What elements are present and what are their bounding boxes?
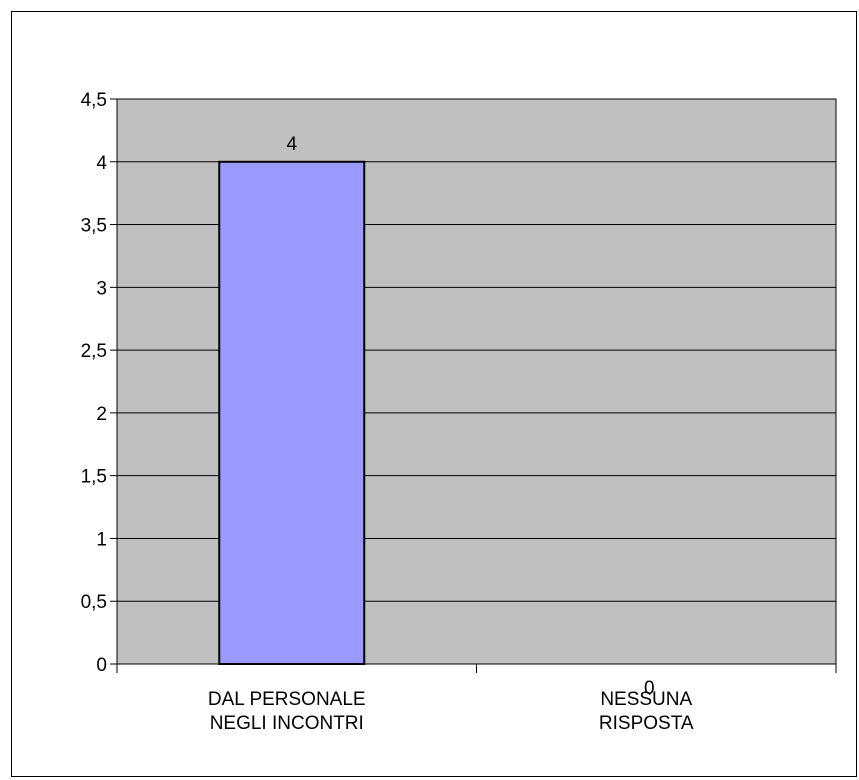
y-axis-ticks: 0 0,5 1 1,5 2 2,5 3 3,5 4 4,5 bbox=[81, 90, 117, 676]
x-category-label-line: NESSUNA bbox=[600, 689, 692, 710]
y-tick-label: 0 bbox=[96, 655, 107, 676]
y-tick-label: 0,5 bbox=[81, 592, 107, 613]
y-tick-label: 3,5 bbox=[81, 216, 107, 237]
bars bbox=[218, 160, 366, 665]
y-tick-label: 1,5 bbox=[81, 467, 107, 488]
y-tick-label: 1 bbox=[96, 529, 107, 550]
x-category-label-line: NEGLI INCONTRI bbox=[210, 713, 364, 734]
axes bbox=[116, 99, 837, 673]
x-axis-labels: DAL PERSONALE NEGLI INCONTRI NESSUNA RISPOS… bbox=[208, 689, 694, 734]
y-tick-label: 3 bbox=[96, 278, 107, 299]
x-category-label: DAL PERSONALE NEGLI INCONTRI bbox=[208, 689, 366, 734]
bar bbox=[218, 160, 366, 665]
y-tick-label: 2,5 bbox=[81, 341, 107, 362]
y-tick-label: 4,5 bbox=[81, 90, 107, 111]
x-category-label-line: DAL PERSONALE bbox=[208, 689, 366, 710]
data-labels: 40 bbox=[286, 134, 654, 699]
y-tick-label: 2 bbox=[96, 404, 107, 425]
data-label: 4 bbox=[286, 134, 297, 155]
x-category-label-line: RISPOSTA bbox=[599, 713, 694, 734]
data-label: 0 bbox=[644, 678, 655, 699]
y-tick-label: 4 bbox=[96, 153, 107, 174]
x-category-label: NESSUNA RISPOSTA bbox=[599, 689, 694, 734]
